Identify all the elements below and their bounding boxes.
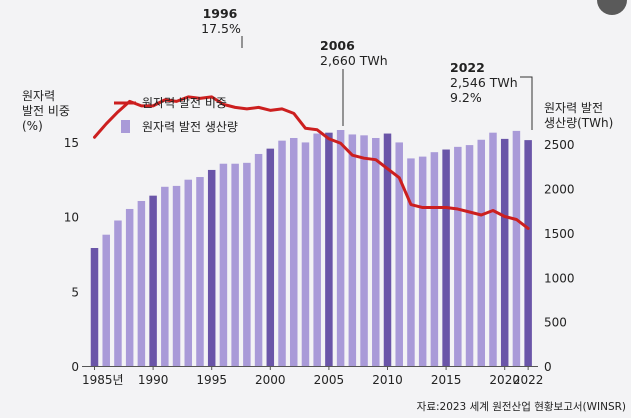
bar-1990 bbox=[149, 195, 157, 366]
bar-2013 bbox=[418, 156, 427, 366]
bar-2007 bbox=[348, 134, 357, 366]
x-tick-label: 1985년 bbox=[82, 373, 124, 387]
legend-label-output: 원자력 발전 생산량 bbox=[142, 120, 238, 134]
bar-2001 bbox=[278, 140, 286, 366]
bar-2006 bbox=[336, 130, 345, 366]
annotation-value: 2,660 TWh bbox=[320, 53, 388, 68]
left-tick-label: 15 bbox=[64, 136, 79, 150]
bar-2012 bbox=[407, 158, 415, 366]
x-tick-label: 1995 bbox=[196, 373, 227, 387]
bar-2004 bbox=[313, 133, 321, 366]
legend-label-share: 원자력 발전 비중 bbox=[142, 96, 227, 110]
bar-1989 bbox=[137, 200, 146, 366]
x-tick-label: 1990 bbox=[138, 373, 169, 387]
left-axis-title: 발전 비중 bbox=[22, 104, 70, 118]
bar-2017 bbox=[465, 145, 474, 366]
left-tick-label: 10 bbox=[64, 211, 79, 225]
bar-2018 bbox=[477, 139, 486, 366]
bar-2021 bbox=[512, 130, 521, 366]
annotation-year: 1996 bbox=[203, 6, 238, 21]
bar-2015 bbox=[442, 149, 450, 366]
bar-2016 bbox=[454, 146, 462, 366]
bar-2019 bbox=[489, 132, 497, 366]
bar-2014 bbox=[430, 152, 439, 366]
bar-1985 bbox=[90, 248, 99, 366]
x-tick-label: 2010 bbox=[372, 373, 403, 387]
x-tick-label: 2022 bbox=[513, 373, 544, 387]
legend-bar-swatch bbox=[121, 120, 130, 133]
x-tick-label: 2005 bbox=[314, 373, 345, 387]
annotation-value: 2,546 TWh bbox=[450, 75, 518, 90]
bar-1995 bbox=[207, 169, 216, 366]
left-axis-title: 원자력 bbox=[22, 89, 55, 103]
bar-2008 bbox=[360, 135, 368, 366]
bar-1987 bbox=[114, 220, 122, 366]
bar-2022 bbox=[524, 140, 532, 366]
bar-1991 bbox=[161, 186, 169, 366]
source-note: 자료:2023 세계 원전산업 현황보고서(WINSR) bbox=[417, 400, 626, 413]
right-tick-label: 1000 bbox=[544, 271, 575, 285]
left-tick-label: 5 bbox=[71, 285, 79, 299]
left-tick-label: 0 bbox=[71, 360, 79, 374]
bar-1988 bbox=[125, 208, 134, 366]
bar-1993 bbox=[184, 179, 193, 366]
bar-2010 bbox=[383, 133, 392, 366]
bar-2002 bbox=[289, 137, 298, 366]
bar-1999 bbox=[254, 153, 263, 366]
right-tick-label: 2000 bbox=[544, 183, 575, 197]
annotation-value: 17.5% bbox=[201, 21, 241, 36]
bar-2005 bbox=[325, 132, 333, 366]
annotation-value: 9.2% bbox=[450, 90, 482, 105]
bar-2003 bbox=[301, 142, 310, 366]
bar-1992 bbox=[172, 185, 181, 366]
annotation-year: 2022 bbox=[450, 60, 485, 75]
x-tick-label: 2020 bbox=[489, 373, 520, 387]
right-axis-title: 원자력 발전 bbox=[544, 101, 603, 115]
x-tick-label: 2015 bbox=[431, 373, 462, 387]
left-axis-title: (%) bbox=[22, 119, 43, 133]
x-tick-label: 2000 bbox=[255, 373, 286, 387]
right-axis-title: 생산량(TWh) bbox=[544, 116, 613, 130]
bar-2000 bbox=[266, 148, 275, 366]
bar-1994 bbox=[196, 177, 204, 366]
right-tick-label: 500 bbox=[544, 316, 567, 330]
right-tick-label: 1500 bbox=[544, 227, 575, 241]
bar-1986 bbox=[102, 234, 110, 366]
bar-2009 bbox=[372, 137, 380, 366]
share-line bbox=[93, 95, 530, 230]
annotation-year: 2006 bbox=[320, 38, 355, 53]
bar-1997 bbox=[231, 163, 239, 366]
bar-1996 bbox=[219, 163, 228, 366]
bar-2011 bbox=[395, 142, 403, 366]
right-tick-label: 2500 bbox=[544, 138, 575, 152]
bar-2020 bbox=[500, 138, 509, 366]
annotation-leader bbox=[520, 76, 533, 130]
corner-badge-icon bbox=[597, 0, 627, 15]
right-tick-label: 0 bbox=[544, 360, 552, 374]
bar-1998 bbox=[243, 162, 251, 366]
